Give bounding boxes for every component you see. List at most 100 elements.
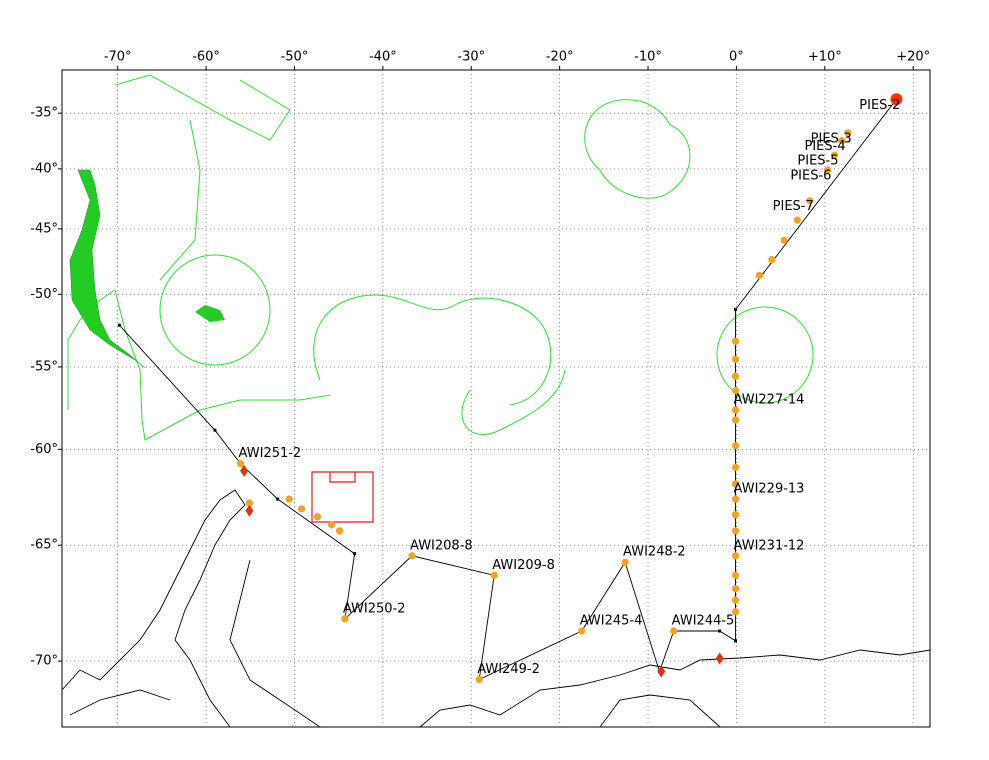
station bbox=[670, 627, 678, 635]
station bbox=[731, 355, 740, 363]
station bbox=[731, 495, 740, 503]
station-label: AWI249-2 bbox=[477, 662, 540, 677]
station bbox=[731, 442, 740, 450]
x-tick-label: +10° bbox=[808, 50, 842, 65]
mooring bbox=[240, 464, 249, 477]
x-tick-label: -50° bbox=[281, 50, 309, 65]
station bbox=[731, 386, 740, 395]
antarctic-coast bbox=[61, 489, 931, 728]
station bbox=[844, 129, 852, 137]
y-tick-label: -40° bbox=[30, 161, 58, 176]
station bbox=[731, 608, 740, 616]
station bbox=[285, 495, 293, 503]
station bbox=[475, 675, 483, 684]
station-label: AWI208-8 bbox=[410, 538, 473, 553]
station bbox=[731, 416, 740, 424]
station bbox=[731, 596, 740, 604]
station bbox=[731, 406, 740, 414]
south-america bbox=[69, 169, 146, 369]
track-vertex bbox=[276, 497, 280, 501]
station bbox=[490, 571, 498, 579]
station bbox=[731, 480, 740, 488]
station bbox=[731, 527, 740, 535]
eez-falklands bbox=[159, 254, 271, 366]
data-layers: PIES-2PIES-3PIES-4PIES-5PIES-6PIES-7AWI2… bbox=[117, 93, 903, 684]
y-tick-label: -60° bbox=[30, 442, 58, 457]
track-vertex bbox=[213, 428, 217, 432]
track-vertex bbox=[117, 323, 121, 327]
station-label: PIES-2 bbox=[859, 98, 900, 113]
y-tick-label: -45° bbox=[30, 221, 58, 236]
station bbox=[731, 337, 740, 345]
eez-sandwich bbox=[461, 369, 566, 435]
station bbox=[245, 499, 253, 507]
station bbox=[621, 558, 629, 566]
station bbox=[731, 463, 740, 471]
antarctic-inland bbox=[69, 559, 721, 728]
y-tick-label: -55° bbox=[30, 359, 58, 374]
mooring bbox=[715, 652, 724, 665]
station bbox=[731, 511, 740, 519]
y-tick-label: -50° bbox=[30, 287, 58, 302]
eez-bouvet bbox=[716, 306, 814, 404]
station bbox=[793, 216, 802, 224]
x-tick-label: -30° bbox=[457, 50, 485, 65]
x-tick-label: 0° bbox=[729, 50, 744, 65]
station bbox=[731, 585, 740, 593]
station bbox=[823, 166, 832, 174]
eez-line bbox=[114, 74, 291, 141]
station-label: AWI244-5 bbox=[672, 613, 735, 628]
station-label: AWI251-2 bbox=[239, 446, 302, 461]
station-label: PIES-6 bbox=[790, 169, 831, 184]
station-label: AWI245-4 bbox=[580, 613, 643, 628]
station-label: PIES-5 bbox=[797, 154, 838, 169]
mooring bbox=[657, 665, 666, 678]
station bbox=[578, 627, 586, 635]
station-label: AWI209-8 bbox=[492, 558, 555, 573]
station-label: AWI250-2 bbox=[343, 601, 406, 616]
x-tick-label: -20° bbox=[546, 50, 574, 65]
station-label: AWI227-14 bbox=[734, 393, 805, 408]
station bbox=[731, 372, 740, 380]
station bbox=[830, 151, 839, 159]
track-vertex bbox=[734, 639, 738, 643]
track-vertex bbox=[353, 552, 357, 556]
station bbox=[755, 271, 764, 279]
x-tick-label: -60° bbox=[192, 50, 220, 65]
x-tick-label: -10° bbox=[634, 50, 662, 65]
station bbox=[341, 615, 349, 623]
y-tick-label: -70° bbox=[30, 654, 58, 669]
station bbox=[731, 552, 740, 560]
station bbox=[335, 527, 344, 535]
track-vertex bbox=[718, 629, 722, 633]
grid: -70° -60° -50° -40° -30° -20° -10° 0° +10° +20° -3… bbox=[30, 50, 930, 727]
eez-boundaries bbox=[67, 74, 814, 441]
station bbox=[838, 136, 846, 145]
study-box bbox=[311, 471, 374, 523]
y-tick-label: -65° bbox=[30, 538, 58, 553]
x-tick-label: -70° bbox=[104, 50, 132, 65]
station-label: AWI248-2 bbox=[623, 545, 686, 560]
station bbox=[890, 93, 903, 106]
station bbox=[806, 197, 814, 205]
station-label: AWI229-13 bbox=[734, 482, 805, 497]
station bbox=[408, 552, 416, 560]
station bbox=[780, 236, 788, 244]
eez-tristan bbox=[584, 99, 691, 199]
station bbox=[313, 513, 322, 521]
station bbox=[768, 255, 776, 264]
station bbox=[731, 571, 740, 579]
eez-south-georgia bbox=[313, 294, 552, 406]
station-label: PIES-7 bbox=[773, 199, 814, 214]
station bbox=[236, 460, 245, 468]
eez-line bbox=[159, 119, 201, 281]
station-label: PIES-4 bbox=[804, 139, 845, 154]
station bbox=[327, 521, 336, 529]
track-vertex bbox=[734, 308, 738, 312]
station bbox=[297, 505, 306, 513]
x-tick-label: +20° bbox=[896, 50, 930, 65]
falklands bbox=[195, 305, 225, 322]
x-tick-label: -40° bbox=[369, 50, 397, 65]
mooring bbox=[245, 504, 254, 517]
